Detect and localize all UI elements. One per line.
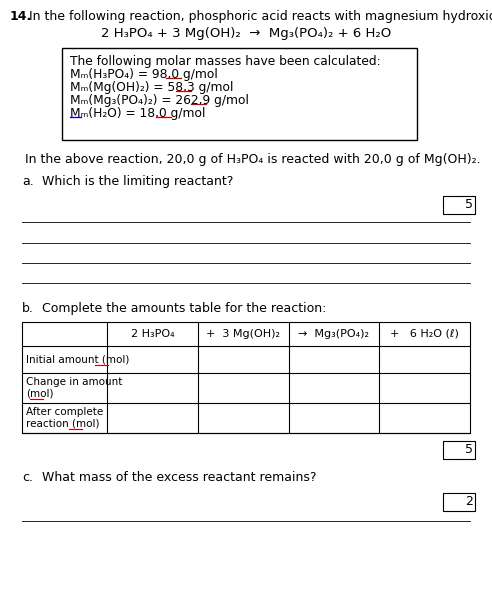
Text: +   6 H₂O (ℓ): + 6 H₂O (ℓ) bbox=[390, 329, 459, 339]
Bar bbox=[443, 196, 475, 214]
Text: The following molar masses have been calculated:: The following molar masses have been cal… bbox=[70, 55, 381, 68]
Text: 2 H₃PO₄: 2 H₃PO₄ bbox=[130, 329, 174, 339]
Text: Mₘ(H₂O) = 18,0 g/mol: Mₘ(H₂O) = 18,0 g/mol bbox=[70, 107, 205, 120]
Text: Mₘ(Mg₃(PO₄)₂) = 262,9 g/mol: Mₘ(Mg₃(PO₄)₂) = 262,9 g/mol bbox=[70, 94, 249, 107]
Text: After complete
reaction (mol): After complete reaction (mol) bbox=[26, 407, 103, 429]
Text: Mₘ(Mg(OH)₂) = 58,3 g/mol: Mₘ(Mg(OH)₂) = 58,3 g/mol bbox=[70, 81, 233, 94]
Text: +  3 Mg(OH)₂: + 3 Mg(OH)₂ bbox=[206, 329, 280, 339]
Text: 14.: 14. bbox=[10, 10, 32, 23]
Text: Initial amount (mol): Initial amount (mol) bbox=[26, 354, 129, 364]
Bar bbox=[443, 493, 475, 511]
Bar bbox=[443, 441, 475, 459]
Text: What mass of the excess reactant remains?: What mass of the excess reactant remains… bbox=[42, 471, 316, 484]
Text: 5: 5 bbox=[465, 443, 473, 456]
Bar bbox=[62, 48, 417, 140]
Text: Which is the limiting reactant?: Which is the limiting reactant? bbox=[42, 175, 233, 188]
Text: Mₘ(H₃PO₄) = 98,0 g/mol: Mₘ(H₃PO₄) = 98,0 g/mol bbox=[70, 68, 218, 81]
Text: →  Mg₃(PO₄)₂: → Mg₃(PO₄)₂ bbox=[298, 329, 369, 339]
Text: a.: a. bbox=[22, 175, 34, 188]
Text: In the following reaction, phosphoric acid reacts with magnesium hydroxide:: In the following reaction, phosphoric ac… bbox=[25, 10, 492, 23]
Bar bbox=[22, 322, 470, 433]
Text: Complete the amounts table for the reaction:: Complete the amounts table for the react… bbox=[42, 302, 326, 315]
Text: 5: 5 bbox=[465, 198, 473, 211]
Text: Change in amount
(mol): Change in amount (mol) bbox=[26, 377, 123, 399]
Text: c.: c. bbox=[22, 471, 33, 484]
Text: 2: 2 bbox=[465, 495, 473, 508]
Text: b.: b. bbox=[22, 302, 34, 315]
Text: In the above reaction, 20,0 g of H₃PO₄ is reacted with 20,0 g of Mg(OH)₂.: In the above reaction, 20,0 g of H₃PO₄ i… bbox=[25, 153, 481, 166]
Text: 2 H₃PO₄ + 3 Mg(OH)₂  →  Mg₃(PO₄)₂ + 6 H₂O: 2 H₃PO₄ + 3 Mg(OH)₂ → Mg₃(PO₄)₂ + 6 H₂O bbox=[101, 27, 391, 40]
